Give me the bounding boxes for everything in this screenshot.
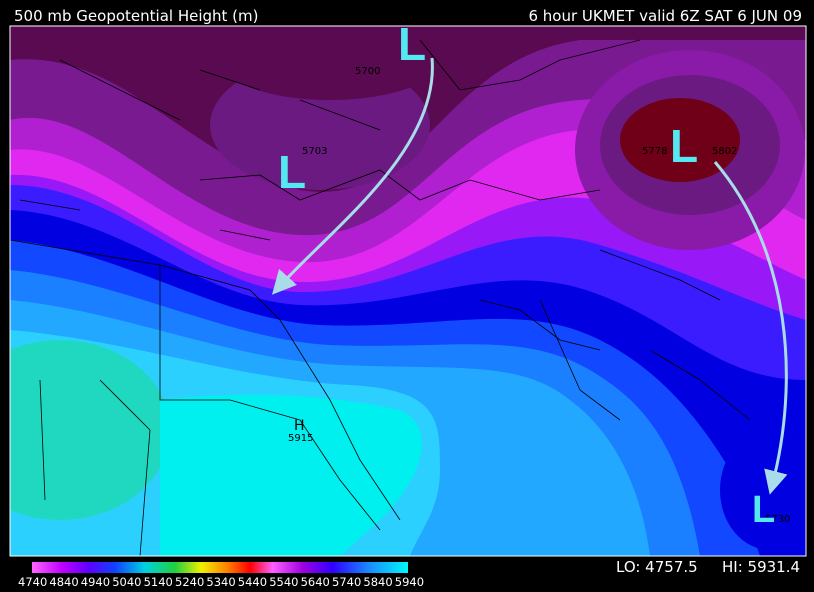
colorbar-label: 5040 (112, 575, 141, 589)
contour-label: 5778 (642, 146, 667, 157)
lo-value: LO: 4757.5 (616, 558, 698, 576)
high-marker: H (294, 418, 305, 434)
colorbar-label: 5140 (144, 575, 173, 589)
contour-label: 5802 (712, 146, 737, 157)
colorbar-label: 5640 (301, 575, 330, 589)
low-marker: L (398, 18, 426, 70)
colorbar-label: 4940 (81, 575, 110, 589)
colorbar-label: 5340 (206, 575, 235, 589)
colorbar-label: 5740 (332, 575, 361, 589)
contour-label: 5703 (302, 146, 327, 157)
valid-time: 6 hour UKMET valid 6Z SAT 6 JUN 09 (528, 7, 802, 25)
hi-value: HI: 5931.4 (722, 558, 800, 576)
low-marker: L (752, 489, 775, 531)
low-marker: L (670, 120, 698, 172)
colorbar-label: 4840 (49, 575, 78, 589)
colorbar-label: 5540 (269, 575, 298, 589)
contour-label: 5700 (355, 66, 380, 77)
colorbar (32, 562, 408, 573)
colorbar-label: 4740 (18, 575, 47, 589)
colorbar-label: 5240 (175, 575, 204, 589)
colorbar-label: 5840 (363, 575, 392, 589)
contour-label: 5730 (765, 514, 790, 525)
colorbar-labels: 4740 4840 4940 5040 5140 5240 5340 5440 5540 5640… (18, 575, 424, 589)
map-title: 500 mb Geopotential Height (m) (14, 7, 259, 25)
colorbar-label: 5440 (238, 575, 267, 589)
low-marker: L (278, 146, 306, 198)
map-frame (9, 25, 807, 557)
contour-label: 5915 (288, 433, 313, 444)
map: 5700 5703 5778 5802 5730 5915 H L L L L (10, 18, 806, 556)
colorbar-label: 5940 (395, 575, 424, 589)
